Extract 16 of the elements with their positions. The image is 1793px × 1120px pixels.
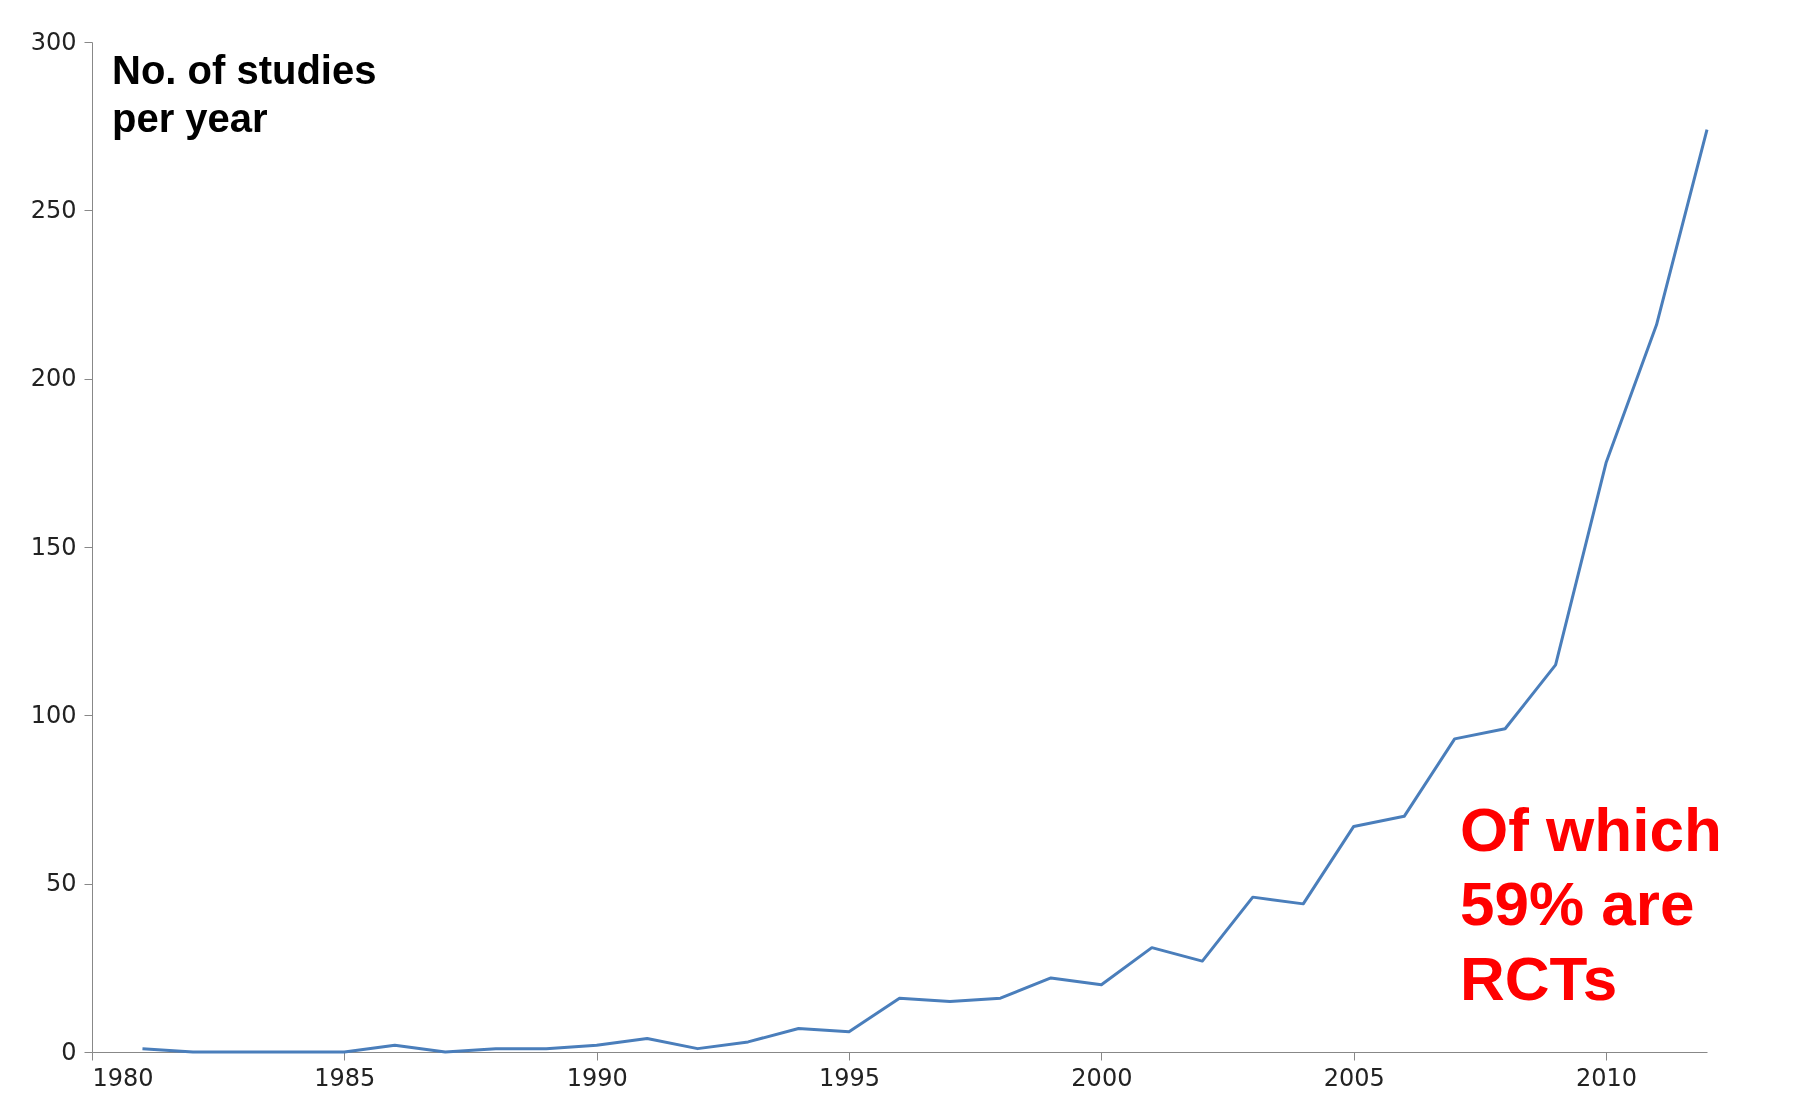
x-tick-label: 1980 [92,1063,154,1092]
annotation: No. of studies per year [112,48,377,140]
x-tick-label: 2005 [1323,1063,1385,1092]
y-tick-label: 200 [30,364,77,393]
y-tick-label: 300 [30,27,77,56]
x-tick-label: 2000 [1071,1063,1133,1092]
y-tick-label: 100 [30,700,77,729]
y-tick-label: 0 [61,1037,77,1066]
y-tick-label: 150 [30,532,77,561]
x-tick-label: 1985 [314,1063,376,1092]
annotation: Of which 59% are RCTs [1460,795,1722,1013]
y-tick-label: 250 [30,195,77,224]
y-tick-label: 50 [45,869,77,898]
x-tick-label: 1995 [818,1063,881,1092]
x-tick-label: 1990 [566,1063,628,1092]
x-tick-label: 2010 [1576,1063,1638,1092]
